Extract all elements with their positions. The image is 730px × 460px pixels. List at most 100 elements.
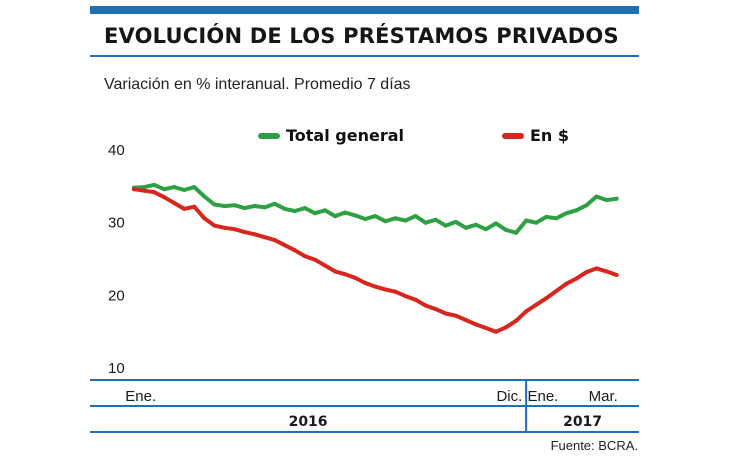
year-label-2016: 2016 [289,414,328,430]
data-point-total-26 [393,216,398,221]
data-point-pesos-22 [353,275,358,280]
data-point-total-11 [242,206,247,211]
data-point-pesos-18 [313,257,317,262]
data-point-total-16 [292,209,297,213]
data-point-total-14 [272,201,277,206]
data-point-total-6 [192,185,197,190]
y-tick-label-10: 10 [108,360,125,377]
data-point-pesos-25 [383,287,388,292]
data-point-pesos-12 [252,232,257,237]
data-point-total-40 [534,220,539,225]
data-point-total-32 [453,219,458,224]
series-line-pesos [132,187,619,334]
data-point-pesos-33 [463,318,468,322]
data-point-total-12 [252,204,257,208]
data-point-pesos-26 [393,289,398,294]
legend-swatch-pesos [502,132,524,139]
data-point-pesos-28 [413,297,418,302]
data-point-pesos-4 [172,201,177,205]
data-point-total-39 [524,218,529,223]
data-point-pesos-31 [443,311,448,316]
data-point-pesos-10 [232,227,237,232]
data-point-total-29 [423,220,428,225]
x-tick-label-1: Dic. [496,388,522,405]
data-point-pesos-45 [584,270,589,275]
accent-top-bar [90,6,639,14]
data-point-total-9 [222,204,227,208]
data-point-pesos-7 [202,216,207,221]
data-point-total-5 [182,188,187,192]
data-point-pesos-47 [604,269,609,274]
data-point-total-1 [142,185,147,190]
source-note: Fuente: BCRA. [550,438,638,453]
legend-swatch-total [258,132,280,139]
data-point-pesos-46 [594,266,599,271]
y-tick-label-30: 30 [108,215,125,232]
data-point-total-21 [343,210,348,215]
data-point-pesos-8 [212,223,217,228]
data-point-pesos-34 [473,322,478,327]
data-point-pesos-3 [162,195,167,200]
data-point-pesos-43 [564,281,569,286]
data-point-pesos-17 [302,254,307,259]
data-point-total-46 [594,194,599,199]
data-point-total-47 [604,198,609,203]
data-point-total-43 [564,211,569,216]
chart-title: EVOLUCIÓN DE LOS PRÉSTAMOS PRIVADOS [104,24,619,48]
data-point-total-35 [483,227,488,232]
data-point-pesos-6 [192,204,197,209]
data-point-pesos-13 [262,235,267,240]
data-point-total-33 [463,225,468,230]
data-point-total-30 [433,217,438,222]
data-point-pesos-9 [222,225,227,230]
data-point-total-3 [162,187,167,192]
data-point-total-48 [614,196,619,201]
year-label-2017: 2017 [563,414,602,430]
data-point-pesos-24 [373,284,378,289]
data-point-pesos-0 [132,187,136,192]
data-point-pesos-32 [453,313,458,318]
data-point-total-20 [333,214,338,219]
data-point-total-41 [544,214,549,219]
data-point-total-27 [403,218,408,223]
data-point-total-44 [574,208,579,213]
data-point-pesos-19 [323,263,327,268]
data-point-pesos-20 [333,269,338,274]
y-tick-label-20: 20 [108,287,125,304]
data-point-pesos-23 [363,281,368,285]
data-point-total-13 [262,205,267,210]
legend-label-total: Total general [286,126,404,145]
data-point-total-42 [554,216,559,221]
data-point-pesos-35 [483,326,488,330]
data-point-pesos-14 [272,238,277,243]
chart-subtitle: Variación en % interanual. Promedio 7 dí… [104,76,411,93]
data-point-total-31 [443,223,448,228]
data-point-pesos-40 [534,302,539,307]
data-point-pesos-2 [152,190,157,195]
legend-pesos: En $ [502,126,569,145]
data-point-pesos-30 [433,307,438,312]
data-point-pesos-38 [514,318,519,323]
data-point-total-19 [323,208,327,213]
data-point-pesos-1 [142,188,147,193]
y-tick-label-40: 40 [108,142,125,159]
data-point-total-25 [383,219,388,224]
data-point-pesos-41 [544,296,549,301]
data-point-total-7 [202,194,207,199]
data-point-pesos-36 [494,329,498,334]
data-point-total-17 [302,206,307,211]
data-point-pesos-42 [554,289,559,293]
data-point-total-38 [514,230,519,235]
data-point-total-37 [504,227,508,232]
data-point-pesos-15 [282,243,287,248]
data-point-total-34 [473,222,478,227]
data-point-total-23 [363,217,368,221]
data-point-total-24 [373,214,378,219]
data-point-pesos-5 [182,206,187,211]
data-point-total-28 [413,214,418,219]
legend-label-pesos: En $ [530,126,570,145]
legend-total: Total general [258,126,404,145]
data-point-total-45 [584,203,589,208]
data-point-pesos-44 [574,276,579,281]
